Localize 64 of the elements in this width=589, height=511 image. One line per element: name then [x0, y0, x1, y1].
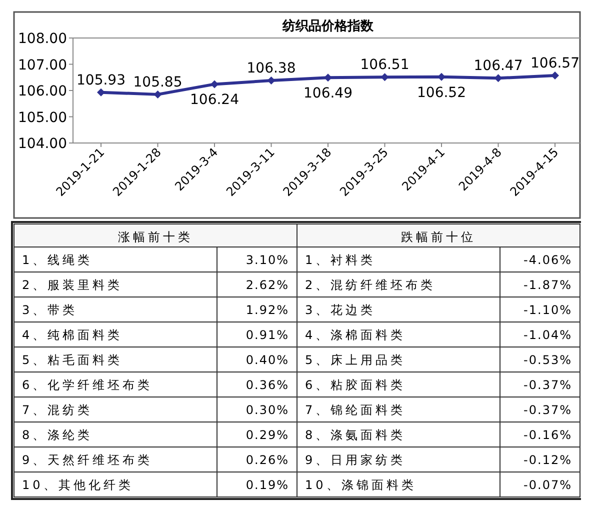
- text: -0.37%: [524, 403, 572, 417]
- text: 3.10%: [246, 253, 289, 267]
- y-tick-label: 105.00: [18, 110, 67, 126]
- category-label: 9、日用家纺类: [305, 453, 406, 467]
- text: -0.16%: [524, 428, 572, 442]
- category-label: 9、天然纤维坯布类: [22, 453, 153, 467]
- point: [324, 74, 332, 82]
- category-label: 5、粘毛面料类: [22, 353, 123, 367]
- text: -0.53%: [524, 353, 572, 367]
- text: -0.07%: [524, 478, 572, 492]
- text: 跌幅前十位: [401, 230, 476, 244]
- point: [210, 80, 218, 88]
- category-label: 7、锦纶面料类: [305, 403, 406, 417]
- category-label: 4、涤棉面料类: [305, 328, 406, 342]
- category-label: 3、花边类: [305, 303, 376, 317]
- text: 2.62%: [246, 278, 289, 292]
- data-label: 106.24: [190, 92, 240, 108]
- category-label: 10、涤锦面料类: [305, 478, 416, 492]
- data-label: 106.51: [360, 57, 410, 74]
- category-label: 2、混纺纤维坯布类: [305, 278, 436, 292]
- y-tick-label: 106.00: [18, 84, 67, 100]
- category-label: 8、涤纶类: [22, 428, 93, 442]
- category-label: 6、粘胶面料类: [305, 378, 406, 392]
- text: 0.19%: [246, 478, 289, 492]
- category-label: 7、混纺类: [22, 403, 93, 417]
- point: [438, 72, 446, 81]
- point: [97, 88, 105, 96]
- data-label: 106.49: [304, 86, 352, 102]
- point: [154, 90, 162, 98]
- chart-title: 纺织品价格指数: [282, 18, 374, 34]
- text: 0.30%: [246, 403, 289, 417]
- category-label: 5、床上用品类: [305, 353, 406, 367]
- text: -1.04%: [524, 328, 572, 342]
- category-label: 10、其他化纤类: [22, 478, 134, 492]
- category-label: 1、衬料类: [305, 253, 376, 267]
- category-label: 4、纯棉面料类: [22, 328, 123, 342]
- text: 0.26%: [246, 453, 289, 467]
- text: -0.12%: [524, 453, 572, 467]
- data-label: 105.93: [76, 72, 126, 88]
- data-label: 106.47: [474, 58, 523, 74]
- text: 0.36%: [246, 378, 289, 392]
- y-tick-label: 108.00: [18, 31, 67, 47]
- y-tick-label: 104.00: [18, 136, 67, 152]
- text: 涨幅前十类: [118, 230, 193, 244]
- data-label: 105.85: [133, 74, 182, 90]
- text: 1.92%: [246, 303, 289, 317]
- text: -4.06%: [524, 253, 572, 267]
- point: [551, 72, 559, 80]
- data-label: 106.52: [417, 84, 466, 101]
- text: 0.29%: [246, 428, 289, 442]
- data-label: 106.57: [530, 56, 580, 72]
- category-label: 8、涤氨面料类: [305, 428, 406, 442]
- category-label: 6、化学纤维坯布类: [22, 378, 153, 392]
- text: -1.87%: [524, 278, 572, 292]
- text: -0.37%: [524, 378, 572, 392]
- category-label: 2、服装里料类: [22, 278, 123, 292]
- text: 0.91%: [246, 328, 289, 342]
- data-label: 106.38: [246, 60, 296, 77]
- point: [267, 76, 276, 85]
- category-label: 1、线绳类: [22, 253, 93, 267]
- category-label: 3、带类: [22, 303, 78, 317]
- text: -1.10%: [524, 303, 572, 317]
- text: 0.40%: [246, 353, 289, 367]
- y-tick-label: 107.00: [18, 57, 67, 74]
